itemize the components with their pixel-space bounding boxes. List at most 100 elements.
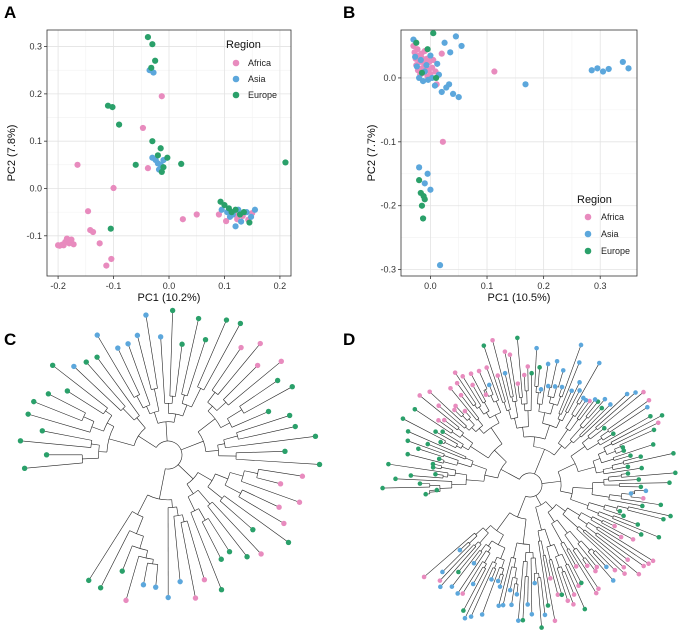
tree-d-tip-africa bbox=[515, 381, 521, 386]
tree-d-branch bbox=[473, 551, 483, 564]
tree-d-branch bbox=[558, 370, 564, 388]
tree-d-tip-europe bbox=[638, 454, 644, 459]
tree-d-branch bbox=[490, 395, 495, 403]
tree-d-tip-europe bbox=[648, 413, 653, 419]
tree-d-branch bbox=[462, 446, 469, 451]
tree-d-tip-africa bbox=[436, 403, 442, 408]
tree-c-branch bbox=[137, 335, 152, 390]
tree-d-branch bbox=[479, 532, 489, 544]
tree-d-tip-asia bbox=[628, 491, 634, 496]
tree-c-branch bbox=[108, 438, 135, 447]
tree-d-node-arc bbox=[597, 440, 601, 446]
tree-d-node-arc bbox=[585, 416, 589, 419]
chart-a-y-ticks: -0.1 0.0 0.1 0.2 0.3 bbox=[26, 42, 47, 241]
tree-c-branch bbox=[173, 516, 181, 582]
tree-d-node-arc bbox=[598, 454, 602, 463]
chart-b-x-tick-label: 0.0 bbox=[424, 281, 437, 291]
tree-c-branch bbox=[152, 559, 154, 564]
tree-c-tip-asia bbox=[152, 584, 159, 590]
chart-b-y-ticks: -0.3 -0.2 -0.1 0.0 bbox=[380, 73, 401, 275]
tree-d-branch bbox=[454, 372, 477, 405]
tree-d-branch bbox=[553, 386, 558, 398]
tree-d-tip-asia bbox=[602, 396, 608, 402]
tree-d-branch bbox=[617, 505, 629, 509]
tree-d-branch bbox=[544, 528, 551, 546]
tree-c-branch bbox=[207, 405, 213, 412]
tree-c-branch bbox=[154, 388, 160, 412]
tree-d-tip-asia bbox=[545, 361, 551, 367]
tree-d-branch bbox=[568, 548, 597, 594]
tree-d-tip-africa bbox=[548, 576, 553, 581]
tree-d-branch bbox=[612, 466, 628, 470]
chart-b-point-asia bbox=[625, 65, 632, 72]
tree-d-branch bbox=[494, 450, 507, 463]
tree-c-branch bbox=[176, 506, 179, 516]
tree-d-node-arc bbox=[479, 550, 483, 553]
tree-c-branch bbox=[197, 418, 216, 433]
tree-c-node-arc bbox=[239, 406, 245, 414]
tree-d-branch bbox=[571, 403, 579, 415]
tree-d-tip-asia bbox=[545, 383, 551, 389]
tree-c-branch bbox=[243, 386, 293, 414]
tree-c-branch bbox=[159, 468, 166, 500]
tree-d-tip-asia bbox=[560, 368, 566, 373]
tree-d-branch bbox=[547, 512, 555, 523]
tree-d-branch bbox=[560, 390, 572, 415]
tree-d-node-arc bbox=[571, 414, 576, 417]
tree-d-tip-asia bbox=[577, 388, 582, 393]
tree-d-tip-africa bbox=[448, 385, 453, 391]
tree-d-branch bbox=[504, 351, 514, 397]
tree-d-node-arc bbox=[595, 427, 598, 431]
tree-d-branch bbox=[484, 402, 490, 412]
tree-c-tip-africa bbox=[257, 340, 263, 347]
tree-d-branch bbox=[603, 443, 612, 448]
chart-a-y-tick-label: 0.2 bbox=[29, 89, 42, 99]
chart-b-point-europe bbox=[418, 69, 426, 76]
chart-b-legend-title: Region bbox=[577, 194, 612, 206]
tree-d-branch bbox=[514, 418, 518, 429]
tree-d-branch bbox=[608, 475, 622, 478]
tree-d-tip-asia bbox=[496, 603, 502, 609]
tree-d-tip-europe bbox=[433, 429, 438, 434]
tree-d-branch bbox=[557, 396, 561, 406]
tree-c-tip-europe bbox=[244, 554, 250, 560]
tree-c-branch bbox=[96, 334, 135, 398]
tree-c-tip-europe bbox=[250, 526, 256, 533]
tree-d-branch bbox=[584, 557, 596, 572]
tree-d-tip-africa bbox=[571, 602, 576, 607]
tree-d-tip-europe bbox=[639, 465, 644, 471]
tree-d-tip-africa bbox=[612, 567, 618, 573]
tree-d-branch bbox=[458, 428, 464, 434]
tree-d-branch bbox=[599, 511, 614, 518]
tree-d-branch bbox=[525, 552, 527, 562]
tree-d-tip-asia bbox=[610, 578, 616, 583]
tree-c-branch bbox=[28, 413, 91, 433]
tree-d-branch bbox=[500, 547, 506, 559]
pca-chart-b: 0.0 0.1 0.2 0.3 -0.3 -0.2 -0.1 0.0 PC1 (10.5%)… bbox=[366, 29, 638, 304]
tree-c-branch bbox=[256, 477, 281, 485]
tree-d-tip-africa bbox=[495, 373, 501, 378]
tree-d-branch bbox=[513, 558, 517, 568]
tree-d-branch bbox=[547, 387, 550, 397]
tree-d-branch bbox=[407, 440, 445, 455]
tree-d-node-arc bbox=[562, 507, 568, 515]
tree-d-branch bbox=[561, 566, 564, 572]
tree-d-tip-africa bbox=[587, 398, 592, 404]
tree-d-branch bbox=[612, 422, 659, 446]
tree-c-tip-europe bbox=[25, 411, 31, 417]
tree-d-tip-africa bbox=[641, 563, 646, 569]
tree-d-tip-asia bbox=[608, 402, 613, 407]
tree-d-tip-europe bbox=[668, 513, 673, 519]
tree-c-tip-europe bbox=[97, 585, 104, 591]
tree-d-branch bbox=[604, 504, 618, 509]
tree-c-tip-europe bbox=[265, 408, 272, 415]
tree-c-branch bbox=[181, 318, 199, 395]
tree-d-node-arc bbox=[457, 427, 460, 431]
tree-d-tip-asia bbox=[507, 587, 513, 593]
tree-d-node-arc bbox=[614, 449, 617, 454]
tree-d-tip-asia bbox=[554, 358, 560, 364]
tree-d-branch bbox=[589, 502, 605, 508]
tree-d-branch bbox=[465, 426, 470, 431]
tree-c-tip-africa bbox=[123, 597, 129, 604]
tree-c-root-arc bbox=[155, 440, 183, 470]
